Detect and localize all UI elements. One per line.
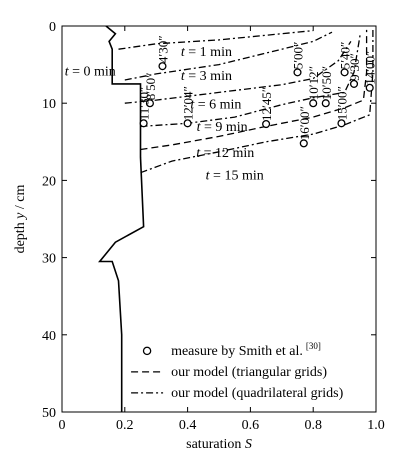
measurement-point [299, 139, 308, 148]
measurement-point [139, 119, 148, 128]
measurement-point [340, 68, 349, 77]
measurement-time-label: 5′00″ [291, 42, 306, 70]
legend-label: measure by Smith et al. [30] [171, 341, 321, 359]
series-line [124, 31, 333, 81]
measurement-time-label: 14′00″ [363, 51, 378, 85]
measurement-point [309, 99, 318, 108]
series-line [140, 29, 368, 151]
measurement-time-label: 15′00″ [335, 86, 350, 120]
y-axis-label: depth y / cm [13, 184, 28, 253]
legend-label: our model (quadrilateral grids) [171, 386, 344, 401]
measurement-point [365, 83, 374, 92]
measurement-time-label: 16′00″ [297, 106, 312, 140]
series-line [124, 41, 352, 104]
measurement-point [349, 79, 359, 88]
measurement-point [293, 68, 302, 77]
measurement-time-label: 10′50″ [319, 66, 334, 100]
initial-profile-line [98, 25, 145, 412]
y-tick-label: 10 [42, 97, 56, 112]
x-tick-label: 0.8 [304, 418, 322, 433]
measurement-point [337, 119, 346, 128]
series-line [118, 29, 314, 50]
legend-label: our model (triangular grids) [171, 365, 327, 380]
measurement-time-label: 8′50″ [143, 72, 158, 100]
curve-time-label: t = 15 min [206, 169, 264, 184]
y-tick-label: 40 [42, 329, 56, 344]
measurement-point [321, 99, 330, 108]
measurement-time-label: 4′30″ [156, 35, 171, 63]
curve-time-label: t = 0 min [65, 64, 116, 79]
measurement-time-label: 9′30″ [347, 53, 362, 81]
measurement-time-label: 5′40″ [338, 42, 353, 70]
curve-time-label: t = 1 min [181, 45, 232, 60]
x-axis-label: saturation S [186, 437, 252, 452]
legend-marker [142, 346, 152, 356]
plot-frame [61, 25, 377, 413]
measurement-time-label: 12′45″ [259, 87, 274, 121]
measurement-time-label: 10′12″ [306, 66, 321, 100]
y-tick-label: 30 [42, 252, 56, 267]
x-tick-label: 0.6 [242, 418, 260, 433]
curve-time-label: t = 12 min [196, 146, 254, 161]
x-tick-label: 0.2 [116, 418, 134, 433]
series-line [140, 33, 361, 128]
curve-time-label: t = 6 min [190, 98, 241, 113]
plot-area: 4′30″8′50″11′30″ 12′04″ 12′45″5′00″10′12″1… [61, 25, 378, 413]
legend: measure by Smith et al. [30] our model (tr… [131, 341, 344, 401]
measurement-time-label: 11′30″ [137, 87, 152, 121]
x-tick-label: 1.0 [367, 418, 385, 433]
curve-time-label: t = 3 min [181, 69, 232, 84]
initial-profile-layer [98, 25, 145, 412]
axes: 0 0.2 0.4 0.6 0.8 1.0 0 10 20 30 40 50 [42, 20, 385, 433]
y-tick-label: 0 [49, 20, 56, 35]
curve-labels: t = 0 min t = 1 min t = 3 min t = 6 min t = … [65, 45, 264, 184]
measurement-point [262, 119, 271, 129]
curve-time-label: t = 9 min [197, 120, 248, 135]
measurement-point [158, 62, 167, 71]
measurement-markers: 4′30″8′50″11′30″ 12′04″ 12′45″5′00″10′12″1… [137, 35, 378, 148]
y-tick-label: 20 [42, 174, 56, 189]
measurement-time-label: 12′04″ [181, 86, 196, 120]
x-tick-label: 0.4 [179, 418, 197, 433]
x-tick-label: 0 [59, 418, 66, 433]
measurement-point [183, 119, 192, 128]
measurement-point [145, 99, 154, 108]
y-tick-label: 50 [42, 406, 56, 421]
